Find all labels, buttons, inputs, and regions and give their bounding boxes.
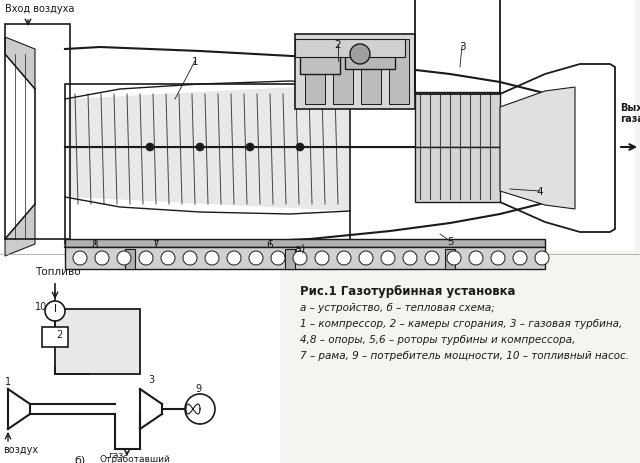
Text: 4,8 – опоры, 5,6 – роторы турбины и компрессора,: 4,8 – опоры, 5,6 – роторы турбины и комп…: [300, 334, 575, 344]
Text: газ: газ: [108, 450, 124, 459]
Text: 3: 3: [459, 42, 465, 52]
Text: 5: 5: [447, 237, 453, 246]
Text: 1: 1: [5, 376, 11, 386]
Circle shape: [73, 251, 87, 265]
Text: б): б): [74, 455, 86, 463]
Circle shape: [315, 251, 329, 265]
Polygon shape: [500, 65, 615, 232]
Polygon shape: [500, 88, 575, 210]
Circle shape: [146, 144, 154, 152]
Bar: [415, 0, 500, 95]
Circle shape: [117, 251, 131, 265]
Text: газа: газа: [620, 114, 640, 124]
Circle shape: [293, 251, 307, 265]
Bar: [345, 45, 395, 70]
Text: 1: 1: [192, 57, 198, 67]
Circle shape: [381, 251, 395, 265]
Bar: [389, 40, 409, 105]
Bar: [65, 247, 545, 269]
Text: Топливо: Топливо: [35, 266, 81, 276]
Circle shape: [469, 251, 483, 265]
Bar: [5, 25, 70, 239]
Text: Отработавший: Отработавший: [100, 454, 171, 463]
Circle shape: [249, 251, 263, 265]
Circle shape: [185, 394, 215, 424]
Bar: [65, 85, 350, 148]
Bar: [65, 239, 545, 247]
Circle shape: [183, 251, 197, 265]
Text: 7: 7: [152, 239, 158, 250]
Text: воздух: воздух: [3, 444, 38, 454]
Text: 7 – рама, 9 – потребитель мощности, 10 – топливный насос.: 7 – рама, 9 – потребитель мощности, 10 –…: [300, 350, 629, 360]
Polygon shape: [5, 205, 35, 257]
Bar: [285, 250, 295, 269]
Bar: [65, 148, 350, 244]
Circle shape: [45, 301, 65, 321]
Text: а – устройство, б – тепловая схема;: а – устройство, б – тепловая схема;: [300, 302, 495, 313]
Circle shape: [139, 251, 153, 265]
Text: 6: 6: [267, 239, 273, 250]
Bar: [361, 40, 381, 105]
Circle shape: [205, 251, 219, 265]
Bar: [55, 309, 140, 374]
Circle shape: [271, 251, 285, 265]
Circle shape: [513, 251, 527, 265]
Circle shape: [227, 251, 241, 265]
Bar: [295, 40, 405, 58]
Text: 2: 2: [335, 40, 341, 50]
Bar: [65, 250, 545, 257]
Polygon shape: [5, 38, 35, 90]
Circle shape: [359, 251, 373, 265]
Circle shape: [296, 144, 304, 152]
Text: 9: 9: [195, 383, 201, 393]
Circle shape: [246, 144, 254, 152]
Bar: [295, 35, 415, 110]
Text: 2: 2: [56, 329, 62, 339]
Text: 10: 10: [35, 301, 47, 311]
Bar: [300, 45, 340, 75]
Text: 8: 8: [92, 239, 99, 250]
Bar: [415, 93, 500, 148]
Bar: [0, 0, 635, 251]
Text: 1 – компрессор, 2 – камеры сгорания, 3 – газовая турбина,: 1 – компрессор, 2 – камеры сгорания, 3 –…: [300, 319, 622, 328]
Circle shape: [491, 251, 505, 265]
Polygon shape: [68, 85, 350, 212]
Text: а): а): [294, 244, 306, 253]
Circle shape: [337, 251, 351, 265]
Text: 4: 4: [537, 187, 543, 197]
Text: Вход воздуха: Вход воздуха: [5, 4, 74, 14]
Circle shape: [447, 251, 461, 265]
Text: 3: 3: [148, 374, 154, 384]
Bar: [415, 148, 500, 203]
Circle shape: [161, 251, 175, 265]
Bar: [125, 250, 135, 269]
Bar: [305, 40, 325, 105]
Circle shape: [95, 251, 109, 265]
Bar: [42, 327, 68, 347]
Circle shape: [196, 144, 204, 152]
Text: Выход: Выход: [620, 102, 640, 112]
Circle shape: [425, 251, 439, 265]
Text: Рис.1 Газотурбинная установка: Рис.1 Газотурбинная установка: [300, 284, 515, 297]
Bar: [0, 249, 280, 463]
Bar: [445, 250, 455, 269]
Circle shape: [535, 251, 549, 265]
Circle shape: [403, 251, 417, 265]
Circle shape: [350, 45, 370, 65]
Bar: [333, 40, 353, 105]
